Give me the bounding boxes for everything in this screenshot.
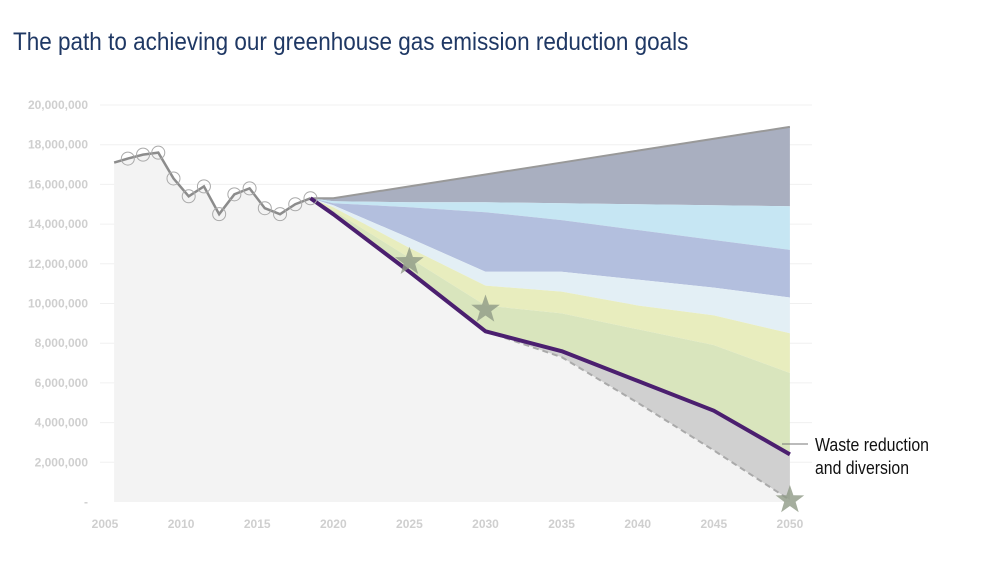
y-tick-label: 14,000,000 (28, 217, 88, 231)
y-tick-label: 20,000,000 (28, 98, 88, 112)
historical-point (136, 147, 151, 162)
x-tick-label: 2050 (777, 517, 804, 531)
historical-point (120, 151, 135, 166)
x-tick-label: 2030 (472, 517, 499, 531)
historical-point (227, 187, 242, 202)
projection-band (310, 198, 790, 298)
chart-title: The path to achieving our greenhouse gas… (13, 28, 689, 56)
annotation-line-2: and diversion (815, 458, 909, 478)
x-tick-label: 2035 (548, 517, 575, 531)
y-tick-label: 4,000,000 (35, 416, 89, 430)
historical-point (303, 191, 318, 206)
historical-area (114, 152, 790, 502)
projection-band (310, 198, 790, 373)
y-tick-label: 18,000,000 (28, 138, 88, 152)
annotation-line-1: Waste reduction (815, 435, 929, 455)
x-tick-label: 2025 (396, 517, 423, 531)
historical-point (242, 181, 257, 196)
historical-point (151, 145, 166, 160)
historical-point (212, 207, 227, 222)
projection-band (310, 126, 790, 207)
historical-point (196, 179, 211, 194)
historical-point (181, 189, 196, 204)
x-tick-label: 2020 (320, 517, 347, 531)
x-tick-label: 2005 (92, 517, 119, 531)
x-tick-label: 2010 (168, 517, 195, 531)
historical-point (288, 197, 303, 212)
x-tick-label: 2015 (244, 517, 271, 531)
y-tick-label: 6,000,000 (35, 376, 89, 390)
projection-band (310, 198, 790, 250)
y-tick-label: 2,000,000 (35, 455, 89, 469)
target-star-icon (395, 246, 424, 274)
y-tick-label: 10,000,000 (28, 297, 88, 311)
projection-band (310, 198, 790, 334)
y-tick-label: 8,000,000 (35, 336, 89, 350)
historical-point (166, 171, 181, 186)
y-tick-label: 12,000,000 (28, 257, 88, 271)
x-tick-label: 2045 (700, 517, 727, 531)
x-tick-label: 2040 (624, 517, 651, 531)
historical-line (113, 151, 311, 217)
historical-point (273, 207, 288, 222)
projection-band (310, 198, 790, 455)
y-tick-label: 16,000,000 (28, 177, 88, 191)
waste-reduction-line (309, 196, 791, 457)
historical-point (257, 201, 272, 216)
target-star-icon (775, 485, 805, 513)
target-star-icon (471, 294, 500, 322)
y-tick-label: - (84, 495, 88, 509)
business-as-usual-line (310, 125, 791, 200)
